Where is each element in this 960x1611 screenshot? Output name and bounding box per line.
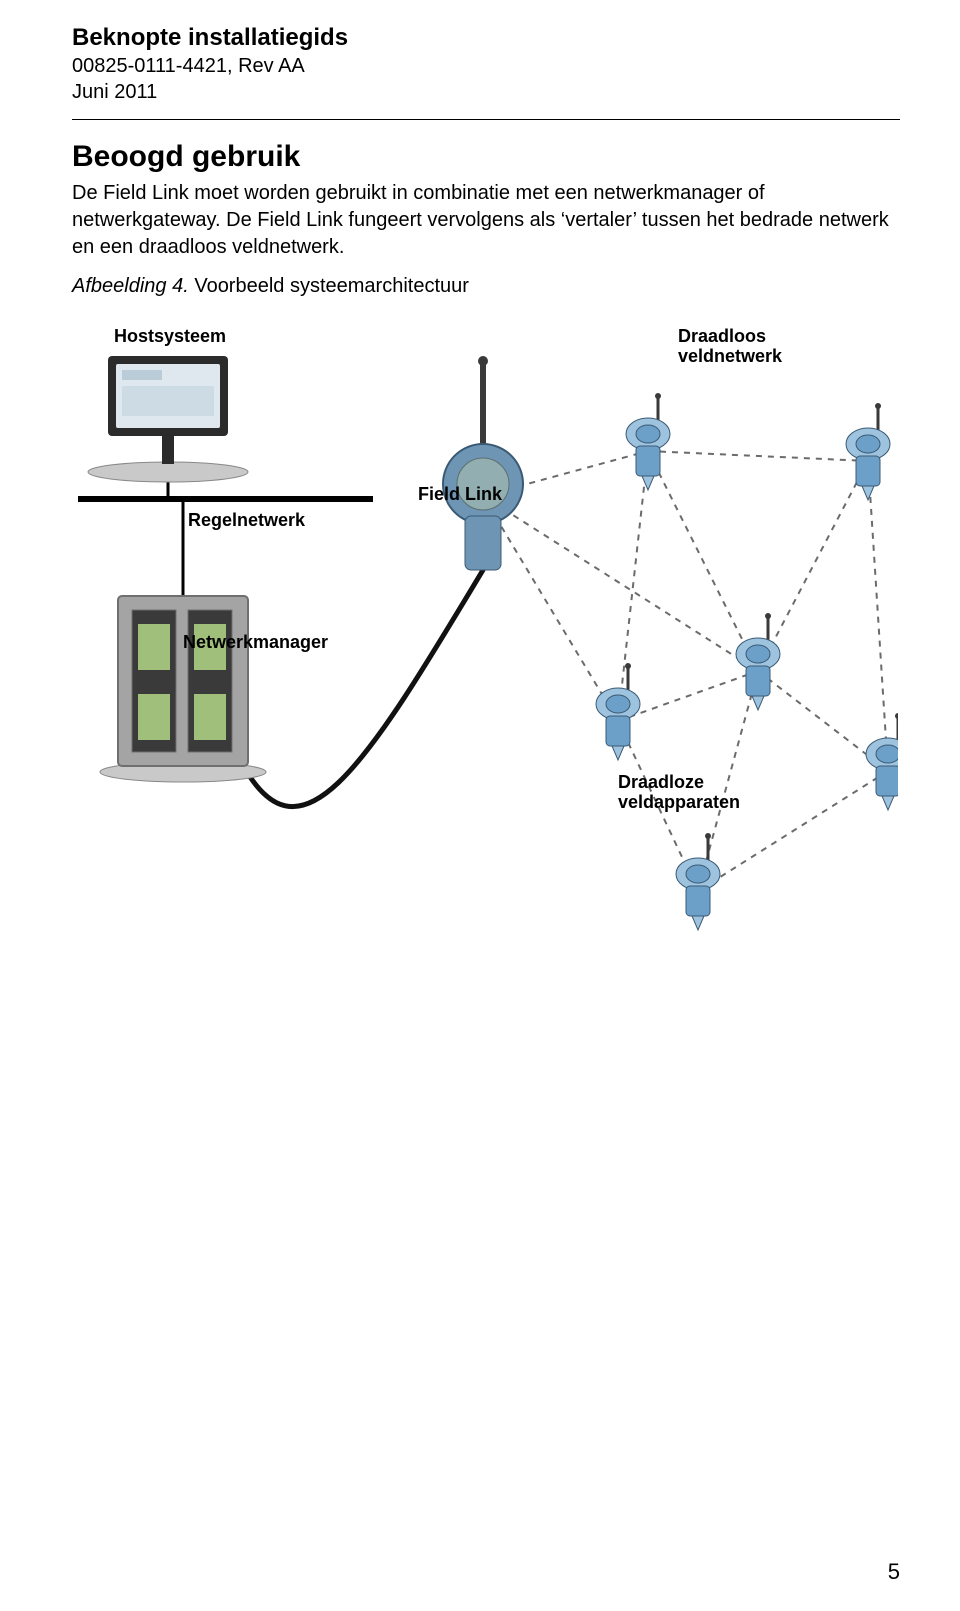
system-architecture-diagram: Hostsysteem Regelnetwerk Field Link Draadlo…	[78, 316, 898, 966]
diagram-label-wireless-network: Draadloosveldnetwerk	[678, 326, 782, 367]
figure-label: Afbeelding 4.	[72, 275, 189, 297]
section-body: De Field Link moet worden gebruikt in co…	[72, 180, 900, 261]
diagram-label-field-link: Field Link	[418, 484, 502, 505]
control-bus	[78, 496, 373, 502]
figure-caption-text: Voorbeeld systeemarchitectuur	[194, 275, 469, 297]
doc-title: Beknopte installatiegids	[72, 24, 900, 53]
section-heading: Beoogd gebruik	[72, 140, 900, 174]
figure-caption: Afbeelding 4. Voorbeeld systeemarchitect…	[72, 275, 900, 298]
diagram-label-control-network: Regelnetwerk	[188, 510, 305, 531]
page-number: 5	[888, 1559, 900, 1585]
diagram-label-host-system: Hostsysteem	[114, 326, 226, 347]
header-divider	[72, 119, 900, 120]
doc-reference: 00825-0111-4421, Rev AA	[72, 53, 900, 79]
diagram-label-network-manager: Netwerkmanager	[183, 632, 328, 653]
doc-date: Juni 2011	[72, 79, 900, 105]
diagram-label-wireless-devices: Draadlozeveldapparaten	[618, 772, 740, 813]
